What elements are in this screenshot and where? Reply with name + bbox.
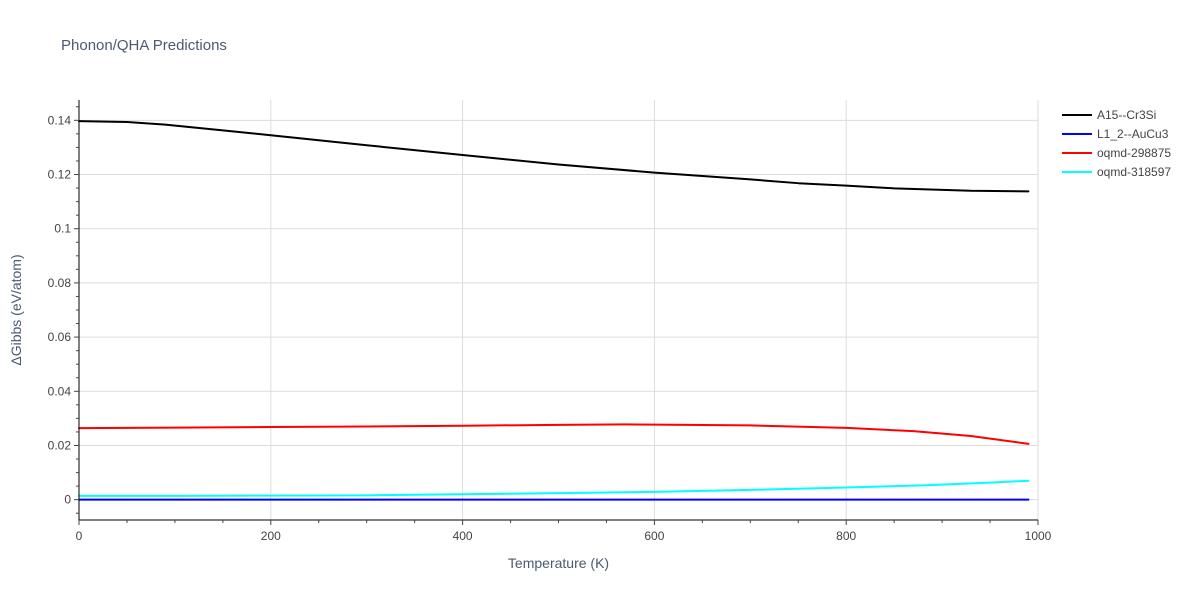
x-tick-label: 1000	[1025, 529, 1052, 543]
x-tick-label: 400	[453, 529, 473, 543]
y-tick-label: 0.06	[48, 330, 72, 344]
y-tick-label: 0.08	[48, 276, 72, 290]
axis-layer: 0 0.02 0.04 0.06 0.08 0.1 0.12 0.14 0 200 400 600 80…	[48, 100, 1052, 543]
x-tick-label: 800	[836, 529, 856, 543]
legend-item[interactable]: oqmd-318597	[1062, 165, 1171, 179]
legend-label: A15--Cr3Si	[1097, 108, 1156, 122]
y-tick-label: 0.14	[48, 113, 72, 127]
y-axis-title: ΔGibbs (eV/atom)	[8, 254, 24, 365]
x-tick-label: 200	[261, 529, 281, 543]
legend-item[interactable]: L1_2--AuCu3	[1062, 127, 1169, 141]
legend-label: oqmd-298875	[1097, 146, 1171, 160]
legend-item[interactable]: oqmd-298875	[1062, 146, 1171, 160]
series-line-oqmd-318597[interactable]	[78, 479, 1030, 497]
chart-title: Phonon/QHA Predictions	[61, 37, 227, 54]
series-line-a15-cr3si[interactable]	[78, 120, 1030, 193]
grid-layer	[79, 100, 1039, 520]
series-layer	[78, 120, 1030, 501]
x-axis-title: Temperature (K)	[508, 555, 609, 571]
y-tick-label: 0.1	[54, 222, 71, 236]
y-tick-label: 0.12	[48, 168, 72, 182]
legend-label: oqmd-318597	[1097, 165, 1171, 179]
y-tick-label: 0.04	[48, 384, 72, 398]
x-tick-label: 600	[644, 529, 664, 543]
legend-item[interactable]: A15--Cr3Si	[1062, 108, 1156, 122]
legend-label: L1_2--AuCu3	[1097, 127, 1169, 141]
legend[interactable]: A15--Cr3Si L1_2--AuCu3 oqmd-298875 oqmd-318…	[1062, 108, 1171, 179]
y-tick-label: 0.02	[48, 438, 72, 452]
x-tick-label: 0	[76, 529, 83, 543]
y-tick-label: 0	[64, 493, 71, 507]
series-line-oqmd-298875[interactable]	[78, 423, 1030, 445]
